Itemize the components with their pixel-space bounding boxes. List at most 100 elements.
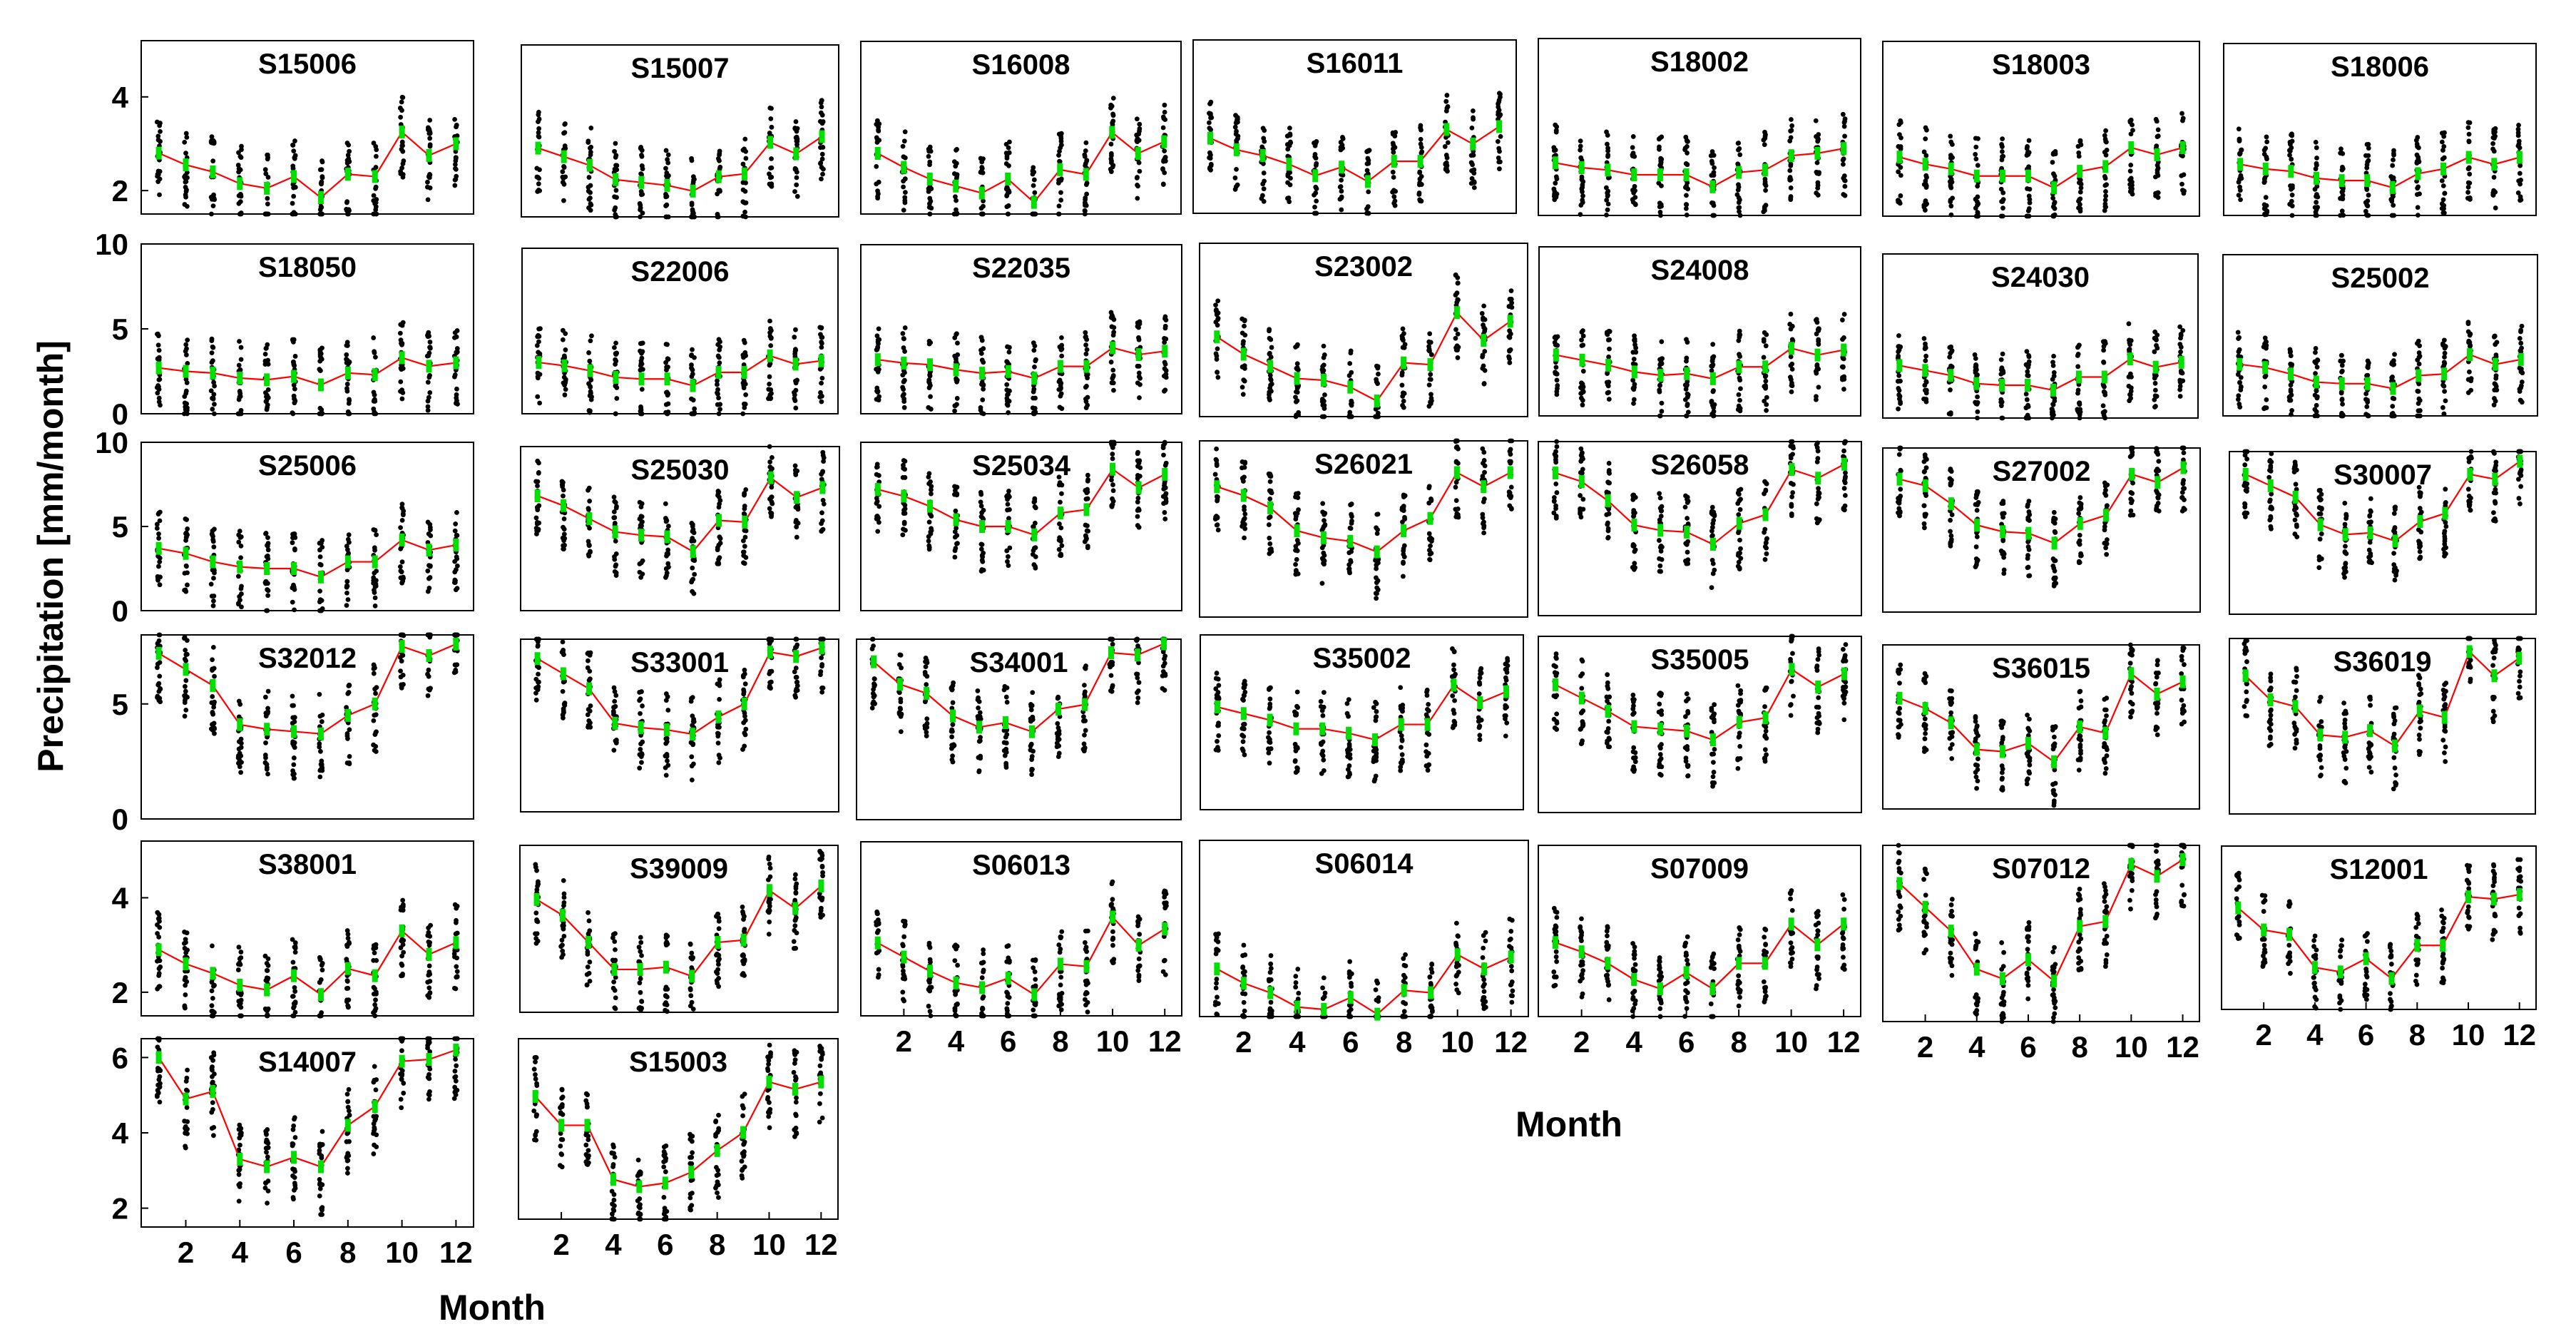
- obs-point: [981, 507, 986, 513]
- model-point: [1578, 161, 1585, 174]
- obs-point: [1895, 379, 1901, 384]
- obs-point: [1973, 205, 1978, 211]
- obs-point: [1948, 212, 1954, 218]
- model-point: [399, 351, 405, 365]
- obs-point: [2518, 385, 2523, 390]
- obs-point: [1737, 408, 1742, 413]
- obs-point: [690, 207, 695, 213]
- model-point: [1507, 315, 1513, 328]
- obs-point: [2466, 369, 2472, 375]
- obs-point: [1006, 188, 1011, 193]
- obs-point: [183, 534, 189, 540]
- obs-point: [767, 506, 772, 511]
- model-point: [2050, 383, 2056, 397]
- obs-point: [561, 165, 567, 170]
- model-point: [1631, 168, 1637, 182]
- obs-point: [560, 169, 566, 175]
- model-point: [426, 360, 432, 373]
- obs-point: [1058, 553, 1064, 559]
- obs-point: [981, 156, 986, 162]
- model-point: [1841, 142, 1847, 156]
- obs-point: [1033, 357, 1038, 362]
- obs-point: [1347, 409, 1353, 415]
- obs-point: [2339, 368, 2345, 374]
- obs-point: [347, 397, 352, 402]
- obs-point: [1137, 395, 1142, 400]
- obs-point: [792, 335, 797, 340]
- obs-point: [158, 402, 163, 408]
- obs-point: [183, 589, 189, 594]
- obs-point: [453, 176, 459, 182]
- obs-point: [1083, 163, 1088, 168]
- obs-point: [372, 399, 378, 404]
- obs-point: [2491, 131, 2497, 136]
- obs-point: [1268, 489, 1274, 495]
- obs-point: [1294, 556, 1299, 562]
- obs-point: [535, 507, 541, 513]
- obs-point: [2102, 339, 2107, 345]
- obs-point: [454, 386, 459, 392]
- obs-point: [535, 334, 541, 340]
- obs-point: [536, 175, 542, 181]
- panel: S15007: [521, 44, 839, 220]
- obs-point: [928, 148, 934, 154]
- obs-point: [954, 211, 959, 217]
- obs-point: [290, 410, 295, 416]
- obs-point: [1659, 409, 1665, 414]
- panel: S22006: [521, 248, 839, 417]
- obs-point: [158, 574, 163, 580]
- model-point: [399, 533, 405, 546]
- obs-point: [586, 543, 592, 549]
- obs-point: [1578, 212, 1583, 217]
- obs-point: [1390, 169, 1396, 175]
- obs-point: [1267, 472, 1273, 477]
- obs-point: [1322, 553, 1327, 558]
- obs-point: [1468, 160, 1474, 166]
- obs-point: [1973, 136, 1978, 141]
- obs-point: [2364, 202, 2370, 208]
- obs-point: [2026, 138, 2032, 143]
- obs-point: [614, 350, 620, 356]
- model-point: [2441, 367, 2448, 381]
- obs-point: [208, 581, 214, 587]
- obs-point: [184, 380, 190, 385]
- obs-point: [1896, 392, 1901, 397]
- obs-point: [291, 582, 296, 588]
- obs-point: [292, 153, 298, 158]
- obs-point: [2103, 128, 2109, 133]
- obs-point: [900, 532, 906, 538]
- obs-point: [454, 334, 459, 340]
- obs-point: [1789, 123, 1795, 128]
- obs-point: [1481, 381, 1487, 386]
- obs-point: [793, 347, 799, 353]
- obs-point: [1605, 207, 1610, 213]
- obs-point: [1160, 182, 1166, 187]
- obs-point: [926, 538, 931, 544]
- obs-point: [1762, 330, 1767, 335]
- obs-point: [2177, 394, 2183, 399]
- obs-point: [158, 128, 163, 134]
- obs-point: [613, 340, 618, 346]
- obs-point: [346, 532, 352, 538]
- obs-point: [1659, 400, 1665, 406]
- obs-point: [1322, 521, 1328, 527]
- y-tick-label: 0: [112, 594, 128, 628]
- obs-point: [978, 168, 984, 174]
- obs-point: [1605, 193, 1610, 199]
- obs-point: [2237, 347, 2242, 352]
- model-point: [1083, 168, 1089, 181]
- model-point: [613, 173, 619, 186]
- obs-point: [1762, 204, 1767, 210]
- obs-point: [1031, 499, 1037, 505]
- obs-point: [1232, 175, 1238, 180]
- obs-point: [954, 198, 959, 203]
- obs-point: [2236, 126, 2242, 132]
- obs-point: [1896, 353, 1901, 359]
- obs-point: [562, 392, 568, 397]
- model-point: [874, 353, 881, 367]
- obs-point: [690, 536, 695, 541]
- obs-point: [371, 527, 377, 532]
- obs-point: [1215, 370, 1220, 375]
- obs-point: [664, 573, 669, 579]
- obs-point: [900, 331, 906, 336]
